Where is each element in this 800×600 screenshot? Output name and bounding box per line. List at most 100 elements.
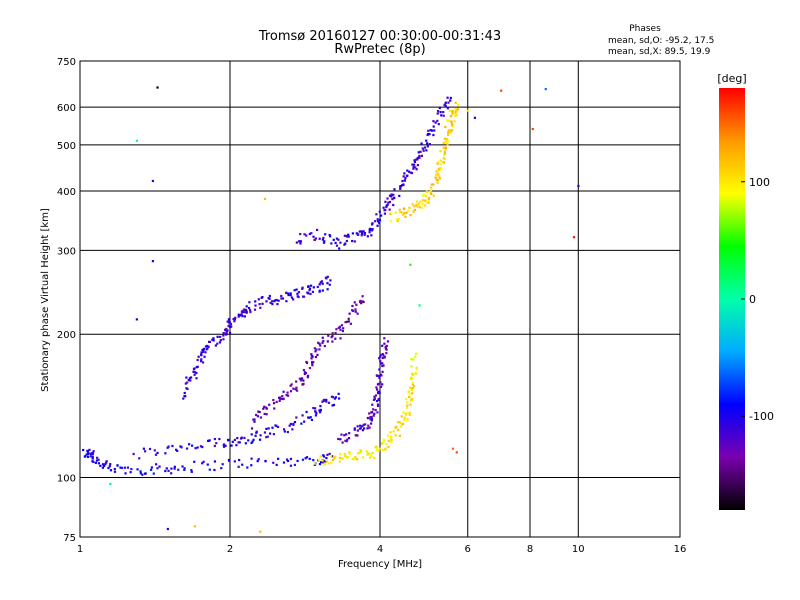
trace-point	[293, 289, 296, 292]
trace-point	[443, 157, 446, 161]
trace-point	[386, 197, 389, 200]
trace-point	[416, 156, 419, 160]
trace-point	[413, 205, 416, 208]
trace-point	[411, 387, 415, 390]
trace-point	[415, 168, 418, 171]
trace-point	[388, 208, 391, 211]
isolated-point	[259, 530, 262, 533]
grid-lines	[80, 61, 680, 537]
trace-point	[123, 466, 126, 469]
trace-point	[377, 391, 380, 395]
trace-point	[152, 472, 155, 475]
trace-point	[361, 295, 364, 298]
trace-point	[345, 440, 348, 443]
colorbar-ticks: 100 0 -100	[741, 176, 774, 423]
trace-point	[319, 411, 322, 414]
trace-point	[154, 453, 158, 456]
trace-point	[321, 400, 324, 403]
trace-point	[328, 233, 331, 237]
trace-point	[447, 131, 450, 134]
trace-point	[308, 287, 312, 290]
trace-point	[371, 403, 374, 406]
trace-point	[415, 158, 418, 161]
trace-point	[385, 352, 388, 355]
trace-point	[411, 381, 414, 384]
trace-point	[292, 298, 295, 301]
trace-point	[330, 461, 333, 464]
trace-point	[170, 467, 173, 470]
trace-point	[243, 436, 246, 440]
trace-point	[314, 410, 317, 413]
trace-point	[354, 310, 357, 313]
trace-point	[206, 463, 209, 466]
trace-point	[253, 420, 256, 423]
trace-point	[427, 132, 430, 136]
trace-point	[325, 400, 328, 403]
trace-point	[436, 109, 440, 113]
trace-point	[302, 379, 305, 382]
trace-point	[261, 296, 264, 299]
trace-point	[397, 428, 400, 431]
trace-point	[305, 234, 308, 237]
trace-point	[411, 163, 414, 166]
trace-point	[282, 397, 285, 400]
trace-point	[394, 434, 397, 437]
trace-point	[433, 129, 436, 132]
trace-point	[398, 194, 401, 198]
trace-point	[346, 320, 349, 323]
trace-point	[327, 334, 330, 337]
trace-point	[281, 395, 284, 398]
trace-point	[308, 416, 311, 419]
trace-point	[414, 352, 418, 355]
trace-point	[224, 328, 227, 331]
trace-point	[272, 461, 275, 464]
phases-heading: Phases	[629, 24, 661, 34]
trace-point	[390, 440, 393, 443]
colorbar-tick-label: 100	[749, 176, 770, 189]
isolated-point	[544, 87, 547, 91]
trace-point	[228, 331, 232, 334]
trace-point	[368, 227, 371, 230]
trace-point	[307, 292, 310, 295]
trace-point	[447, 133, 450, 137]
trace-point	[346, 456, 349, 459]
trace-point	[207, 345, 210, 348]
trace-point	[399, 425, 403, 428]
trace-point	[173, 465, 176, 468]
trace-point	[265, 427, 268, 430]
trace-point	[387, 439, 390, 443]
trace-point	[386, 340, 390, 343]
trace-point	[290, 296, 294, 299]
trace-point	[91, 457, 94, 460]
trace-point	[256, 415, 260, 418]
trace-point	[324, 233, 327, 236]
trace-point	[258, 438, 262, 441]
trace-point	[379, 354, 382, 357]
trace-point	[355, 434, 358, 437]
trace-point	[348, 432, 351, 435]
trace-point	[356, 425, 359, 428]
trace-point	[220, 467, 223, 470]
trace-point	[450, 120, 453, 123]
trace-point	[436, 179, 439, 182]
isolated-point	[500, 89, 503, 92]
x-tick-label: 16	[674, 544, 687, 555]
trace-point	[337, 238, 340, 241]
trace-point	[311, 364, 314, 367]
trace-point	[299, 379, 303, 382]
trace-point	[286, 430, 289, 434]
trace-point	[321, 238, 325, 241]
trace-point	[410, 388, 414, 391]
isolated-point	[409, 263, 412, 266]
trace-point	[313, 462, 316, 465]
trace-point	[408, 395, 411, 399]
trace-point	[371, 451, 374, 454]
trace-point	[282, 428, 286, 431]
trace-point	[406, 401, 409, 404]
trace-point	[183, 467, 186, 470]
trace-point	[370, 422, 373, 425]
trace-point	[412, 165, 415, 169]
trace-point	[384, 200, 387, 203]
chart-subtitle: RwPretec (8p)	[334, 42, 425, 57]
trace-point	[393, 188, 396, 191]
